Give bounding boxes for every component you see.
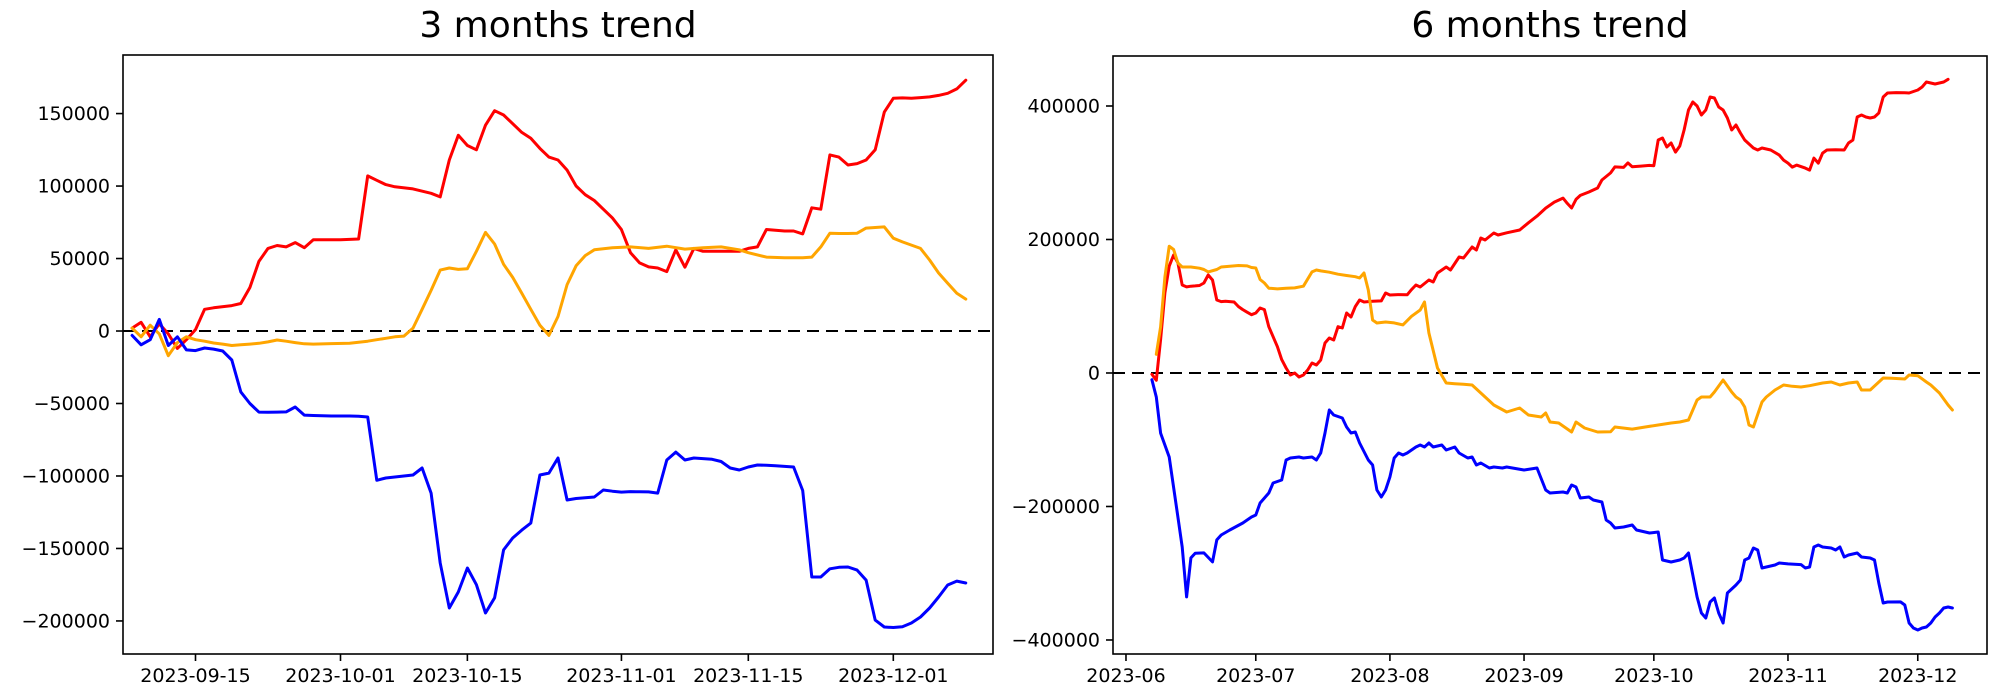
x-tick-label: 2023-09 xyxy=(1484,665,1563,687)
x-tick-label: 2023-12 xyxy=(1878,665,1957,687)
x-tick-label: 2023-10-01 xyxy=(285,665,395,687)
y-tick-label: −200000 xyxy=(1012,496,1100,518)
x-tick-label: 2023-10-15 xyxy=(412,665,522,687)
series-line-red xyxy=(1150,77,1950,382)
series-line-orange xyxy=(1154,244,1954,434)
chart-6-months-trend: 400000 200000 0 −200000 −400000 2023-06 2023-0… xyxy=(1012,55,1988,687)
x-tick-label: 2023-12-01 xyxy=(838,665,948,687)
y-tick-label: 200000 xyxy=(1027,229,1100,251)
chart-3-months-trend: 150000 100000 50000 0 −50000 −100000 −150000 −2… xyxy=(22,54,994,687)
y-tick-label: 0 xyxy=(1088,362,1100,384)
x-tick-label: 2023-07 xyxy=(1216,665,1295,687)
x-tick-label: 2023-09-15 xyxy=(140,665,250,687)
x-tick-label: 2023-06 xyxy=(1086,665,1165,687)
axes-frame xyxy=(1112,55,1988,655)
series-line-blue xyxy=(1150,378,1954,632)
x-tick-label: 2023-10 xyxy=(1614,665,1693,687)
y-tick-label: −150000 xyxy=(22,538,110,560)
y-tick-label: −400000 xyxy=(1012,629,1100,651)
y-tick-label: 50000 xyxy=(50,248,110,270)
chart-title-6-months: 6 months trend xyxy=(1411,5,1689,46)
y-tick-label: 400000 xyxy=(1027,95,1100,117)
x-tick-label: 2023-08 xyxy=(1350,665,1429,687)
y-tick-label: 100000 xyxy=(37,176,110,198)
y-tick-label: −100000 xyxy=(22,465,110,487)
y-tick-label: 0 xyxy=(98,321,110,343)
series-line-red xyxy=(130,78,968,350)
x-tick-label: 2023-11-15 xyxy=(693,665,803,687)
y-tick-label: 150000 xyxy=(37,103,110,125)
chart-title-3-months: 3 months trend xyxy=(419,5,697,46)
x-tick-label: 2023-11 xyxy=(1748,665,1827,687)
series-line-blue xyxy=(130,317,968,629)
x-tick-label: 2023-11-01 xyxy=(566,665,676,687)
axes-frame xyxy=(122,54,994,655)
series-line-orange xyxy=(130,225,968,358)
y-tick-label: −50000 xyxy=(34,393,110,415)
y-tick-label: −200000 xyxy=(22,610,110,632)
